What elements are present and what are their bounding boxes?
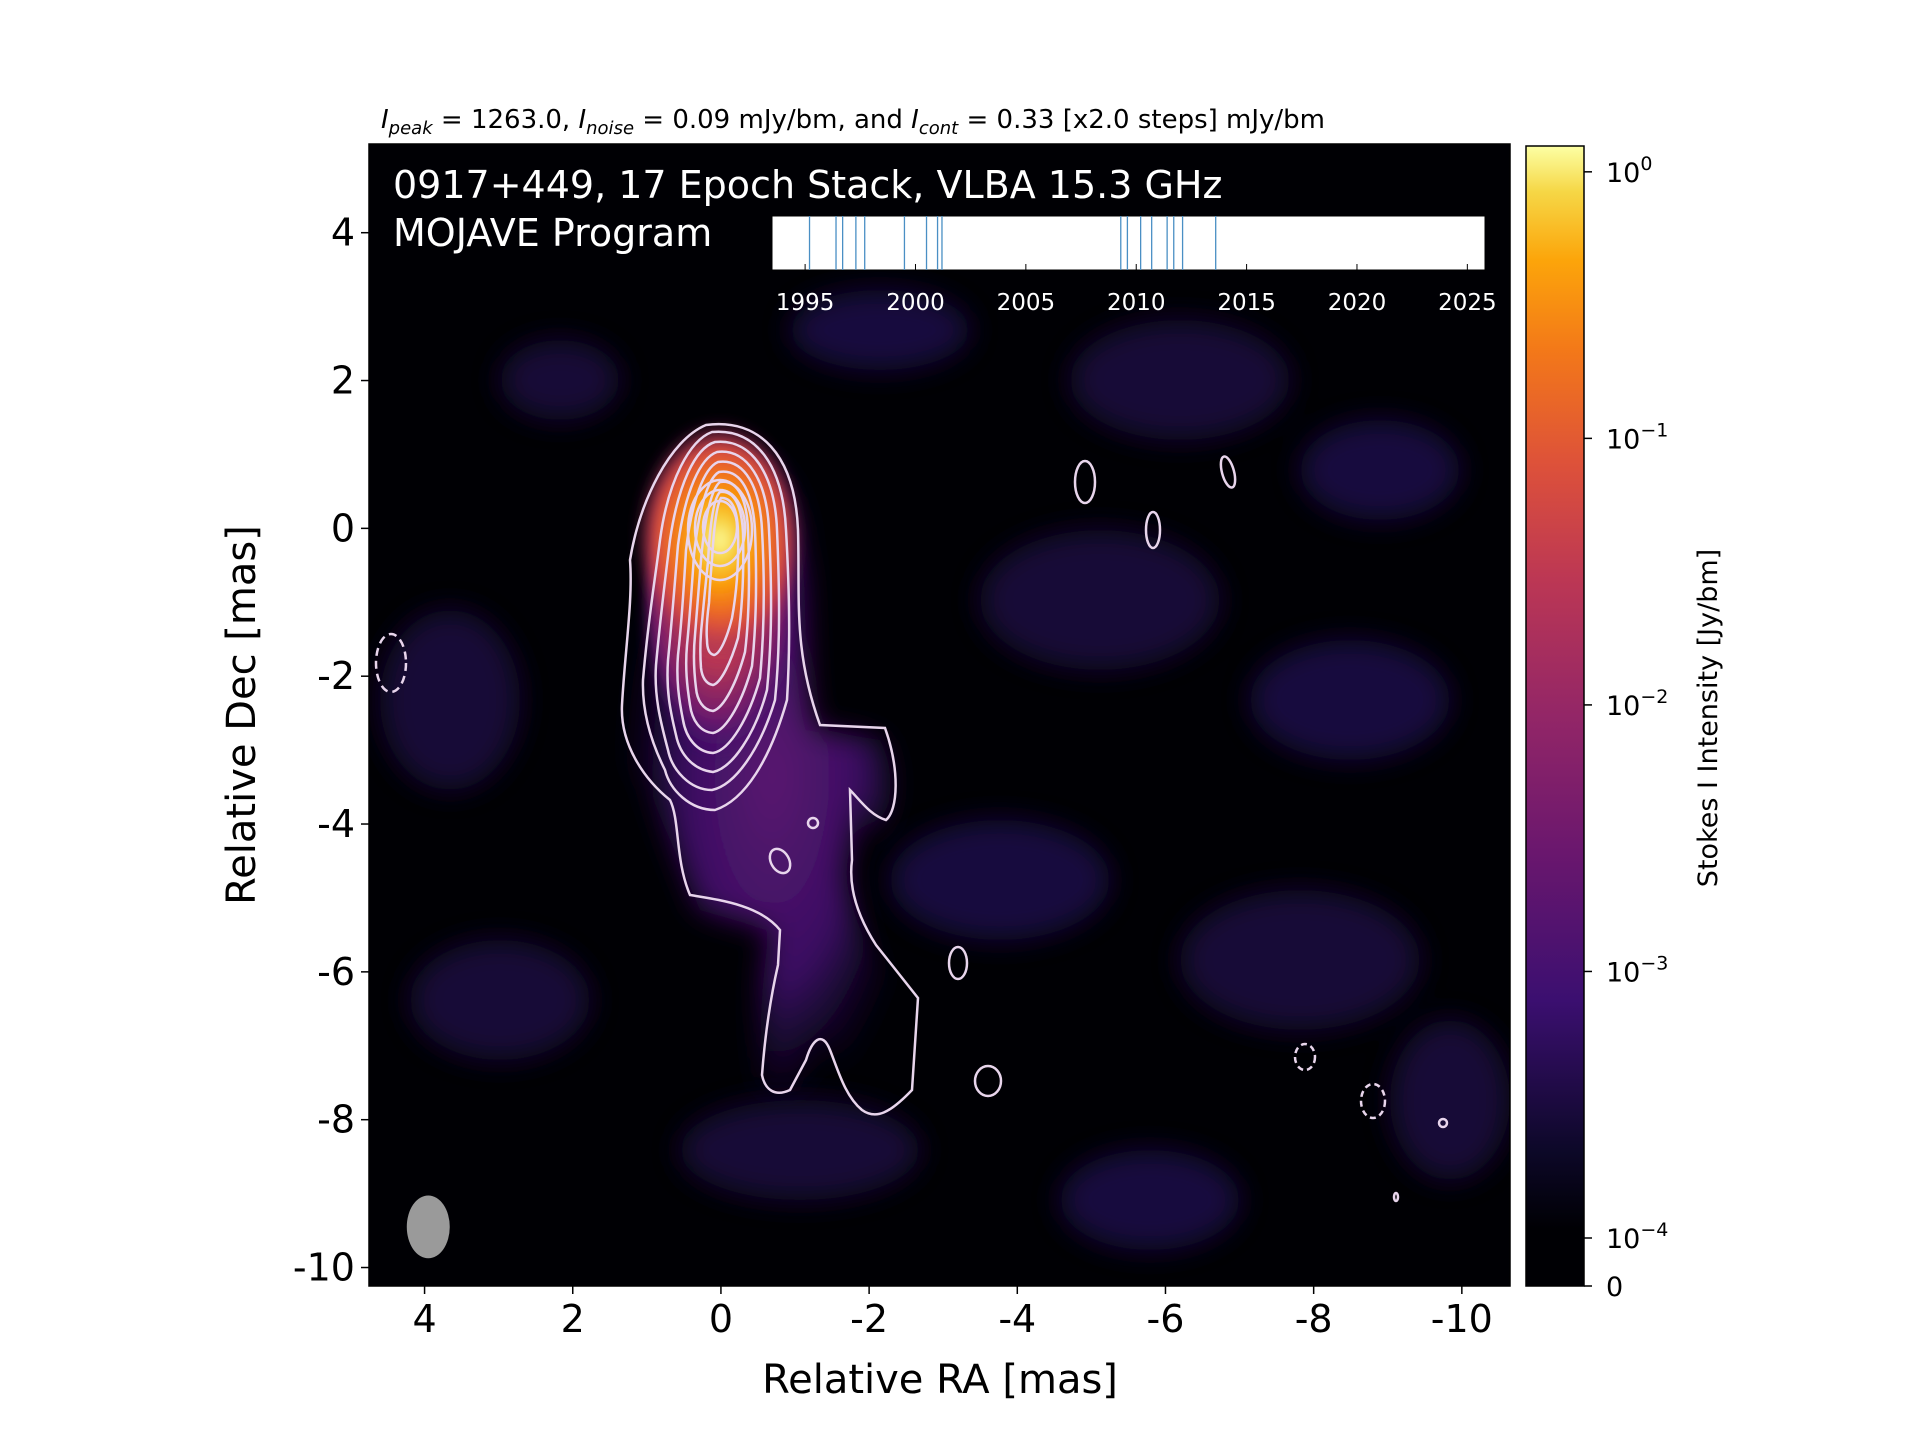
epoch-axis: 1995 2000 2005 2010 2015 2020 2025 [776, 264, 1497, 316]
y-tick-label: -10 [293, 1246, 355, 1290]
contour-level-2 [641, 430, 791, 812]
epoch-tick-label: 2005 [997, 290, 1056, 316]
colorbar-tick-label: 10−3 [1606, 952, 1668, 988]
contour-core-2 [693, 488, 747, 568]
contour-core-1 [686, 478, 754, 582]
image-frame [368, 143, 1511, 1287]
contour-blob-e [806, 816, 820, 830]
y-tick-label: -8 [317, 1098, 355, 1142]
colorbar-tick-label: 10−2 [1606, 686, 1668, 722]
epoch-inset: 1995 2000 2005 2010 2015 2020 2025 [771, 215, 1497, 316]
epoch-tick-label: 2025 [1438, 290, 1497, 316]
contour-set [374, 422, 1449, 1203]
contour-level-7 [692, 480, 751, 713]
epoch-inset-box [771, 215, 1486, 271]
contour-blob-b [1144, 510, 1162, 550]
x-axis-label: Relative RA [mas] [762, 1357, 1118, 1403]
image-panel [369, 144, 1510, 1286]
y-tick-label: 0 [331, 506, 355, 550]
y-axis-label: Relative Dec [mas] [219, 525, 265, 905]
epoch-tick-label: 1995 [776, 290, 835, 316]
x-tick-label: 2 [561, 1297, 585, 1341]
colorbar: 100 10−1 10−2 10−3 10−4 0 Stokes I Intensity … [1525, 145, 1724, 1303]
noise-background [380, 290, 1510, 1250]
contour-blob-f [947, 945, 969, 981]
y-tick-label: -2 [317, 654, 355, 698]
beam-ellipse [406, 1195, 450, 1259]
y-tick-label: 2 [331, 359, 355, 403]
contour-level-3 [654, 440, 781, 792]
epoch-tick-label: 2015 [1217, 290, 1276, 316]
contour-level-5 [676, 460, 765, 755]
colorbar-tick-label: 10−1 [1606, 419, 1668, 455]
contour-neg-a [374, 632, 408, 694]
contour-blob-d [768, 847, 792, 875]
chart-title: Ipeak = 1263.0, Inoise = 0.09 mJy/bm, an… [381, 105, 1325, 139]
x-tick-label: -4 [998, 1297, 1036, 1341]
x-tick-label: 4 [412, 1297, 436, 1341]
colorbar-tick-label: 10−4 [1606, 1219, 1668, 1255]
colorbar-tick-label: 100 [1606, 153, 1652, 189]
y-tick-label: 4 [331, 211, 355, 255]
epoch-tick-label: 2000 [886, 290, 945, 316]
contour-blob-i [1392, 1191, 1400, 1203]
epoch-lines [808, 216, 1217, 270]
annotation-line1: 0917+449, 17 Epoch Stack, VLBA 15.3 GHz [393, 163, 1222, 207]
x-axis: 4 2 0 -2 -4 -6 -8 -10 [412, 1286, 1493, 1341]
contour-level-4 [666, 450, 773, 774]
contour-level-1 [620, 422, 920, 1116]
contour-level-8 [699, 490, 745, 687]
x-tick-label: -8 [1295, 1297, 1333, 1341]
colorbar-label: Stokes I Intensity [Jy/bm] [1693, 549, 1724, 887]
colorbar-ticks: 100 10−1 10−2 10−3 10−4 0 [1584, 153, 1668, 1303]
contour-core-3 [701, 499, 739, 555]
y-tick-label: -4 [317, 802, 355, 846]
annotation-line2: MOJAVE Program [393, 211, 712, 255]
contour-blob-h [1437, 1117, 1449, 1129]
x-tick-label: -2 [850, 1297, 888, 1341]
colorbar-gradient [1525, 145, 1585, 1287]
contour-blob-g [973, 1064, 1003, 1098]
contour-blob-a [1073, 459, 1097, 505]
contour-neg-b [1293, 1042, 1317, 1072]
colorbar-tick-label: 0 [1606, 1272, 1623, 1303]
contour-neg-c [1359, 1082, 1387, 1120]
x-tick-label: -10 [1431, 1297, 1493, 1341]
epoch-tick-label: 2010 [1107, 290, 1166, 316]
contour-blob-c [1219, 455, 1237, 489]
y-axis: 4 2 0 -2 -4 -6 -8 -10 [293, 211, 369, 1290]
x-tick-label: 0 [709, 1297, 733, 1341]
y-tick-label: -6 [317, 950, 355, 994]
x-tick-label: -6 [1147, 1297, 1185, 1341]
epoch-tick-label: 2020 [1328, 290, 1387, 316]
